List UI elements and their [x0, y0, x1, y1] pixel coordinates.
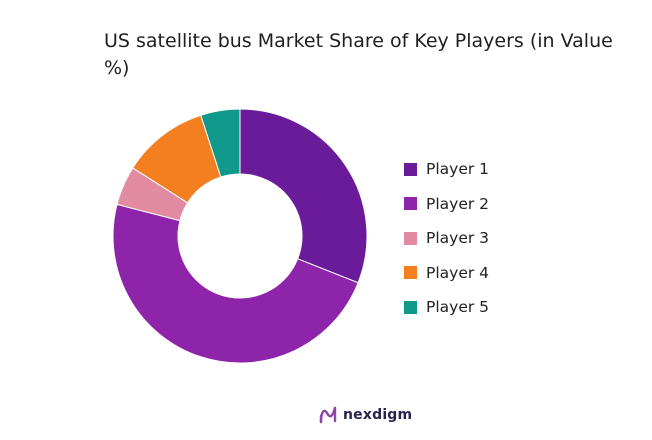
donut-slice-player-1: [239, 108, 368, 284]
nexdigm-logo-icon: [319, 406, 337, 424]
legend-item-player-3: Player 3: [404, 229, 489, 247]
donut-slice-player-5: [200, 108, 241, 178]
legend-swatch: [404, 300, 417, 314]
legend-swatch: [404, 266, 417, 279]
legend-label: Player 2: [426, 194, 490, 213]
legend-label: Player 4: [426, 263, 490, 282]
logo-text: nexdigm: [343, 407, 413, 423]
chart-title: US satellite bus Market Share of Key Pla…: [104, 30, 613, 79]
footer-logo: nexdigm: [318, 406, 412, 424]
legend-swatch: [404, 162, 417, 176]
legend-item-player-5: Player 5: [404, 298, 489, 316]
donut-slice-player-2: [112, 203, 359, 364]
legend-label: Player 3: [426, 229, 490, 247]
legend-item-player-1: Player 1: [404, 160, 489, 178]
legend-item-player-2: Player 2: [404, 195, 489, 213]
legend-label: Player 5: [426, 298, 490, 316]
legend-item-player-4: Player 4: [404, 264, 489, 282]
legend-label: Player 1: [426, 160, 490, 178]
legend-swatch: [404, 197, 417, 210]
legend-swatch: [404, 231, 417, 245]
